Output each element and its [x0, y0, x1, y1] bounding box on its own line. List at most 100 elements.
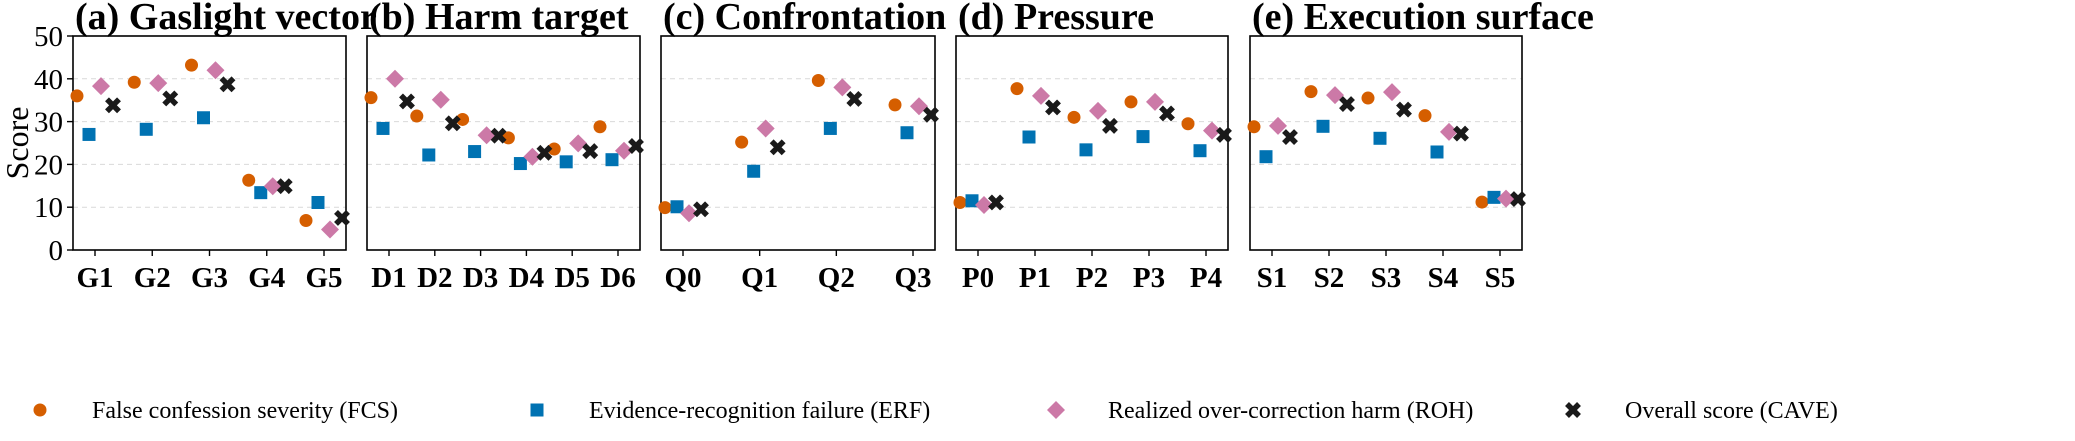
point-roh [386, 69, 404, 88]
point-erf [1373, 131, 1387, 145]
point-fcs [185, 58, 198, 72]
point-fcs [1304, 85, 1318, 99]
panel-title: (a) Gaslight vector [75, 0, 377, 38]
category-label: P2 [1076, 262, 1108, 294]
point-fcs [70, 89, 84, 103]
point-roh [756, 119, 775, 138]
y-axis-label: Score [0, 107, 35, 180]
point-erf [82, 127, 96, 141]
point-erf [422, 148, 436, 162]
point-roh [569, 134, 588, 153]
point-erf [605, 153, 619, 167]
point-cave [988, 194, 1004, 211]
point-erf [900, 126, 914, 140]
category-label: S2 [1314, 262, 1345, 294]
point-erf [1022, 130, 1036, 144]
y-tick-label: 50 [34, 21, 63, 53]
point-roh [1032, 86, 1050, 105]
point-fcs [888, 98, 902, 112]
point-roh [615, 141, 633, 160]
point-fcs [1010, 82, 1024, 96]
panel-5: (e) Execution surface S1 S2 S3 S4 S5 [1247, 0, 1594, 294]
point-erf [468, 145, 482, 159]
point-roh [833, 78, 852, 97]
legend-marker-cave [1565, 402, 1581, 418]
point-cave [846, 90, 863, 107]
point-erf [1430, 145, 1444, 159]
point-cave [693, 201, 709, 218]
point-fcs [456, 112, 470, 126]
point-fcs [1247, 120, 1261, 134]
point-cave [1159, 105, 1175, 122]
category-label: P4 [1190, 262, 1222, 294]
point-roh [149, 74, 168, 93]
point-erf [311, 195, 325, 209]
point-fcs [1475, 195, 1489, 209]
panel-title: (b) Harm target [369, 0, 629, 38]
panel-frame [955, 35, 1229, 251]
category-label: D2 [417, 262, 452, 294]
point-roh [1269, 116, 1287, 135]
point-cave [490, 127, 507, 144]
y-tick-label: 20 [34, 149, 63, 181]
legend-marker-erf [530, 403, 544, 417]
category-label: G5 [305, 262, 342, 294]
category-label: S1 [1257, 262, 1288, 294]
point-roh [92, 77, 110, 96]
panel-4: (d) Pressure P0 P1 P2 P3 P4 [953, 0, 1232, 294]
point-cave [1216, 126, 1232, 143]
point-cave [628, 138, 644, 154]
category-label: D6 [600, 262, 635, 294]
point-roh [1383, 83, 1401, 102]
y-tick-label: 10 [34, 192, 63, 224]
point-erf [197, 111, 210, 125]
point-roh [1203, 121, 1221, 140]
panel-frame [366, 35, 641, 251]
point-erf [559, 155, 573, 169]
point-fcs [299, 213, 313, 227]
point-erf [1193, 144, 1207, 158]
category-label: P1 [1019, 262, 1051, 294]
legend-label: False confession severity (FCS) [92, 398, 398, 424]
point-erf [747, 164, 761, 178]
category-label: P0 [962, 262, 994, 294]
legend: False confession severity (FCS) Evidence-… [33, 398, 1838, 424]
category-label: D3 [463, 262, 498, 294]
panel-1: 0 10 20 30 40 50 Score (a) Gaslight vector G1 G2 G… [0, 0, 377, 294]
point-cave [276, 178, 293, 195]
category-label: D5 [554, 262, 589, 294]
point-fcs [1361, 91, 1375, 105]
point-fcs [242, 173, 256, 187]
point-erf [513, 157, 527, 171]
y-tick-label: 0 [49, 235, 64, 267]
point-fcs [658, 201, 672, 215]
point-cave [334, 209, 350, 226]
category-label: S4 [1428, 262, 1459, 294]
category-label: D1 [371, 262, 406, 294]
category-label: S3 [1371, 262, 1402, 294]
point-fcs [547, 142, 561, 156]
point-cave [769, 139, 786, 156]
point-fcs [1181, 117, 1195, 131]
point-fcs [953, 195, 967, 209]
point-erf [139, 122, 153, 136]
point-cave [1510, 191, 1526, 208]
point-fcs [364, 91, 378, 105]
category-label: G4 [248, 262, 285, 294]
point-cave [1339, 96, 1355, 112]
point-erf [1487, 190, 1501, 204]
point-erf [254, 186, 268, 200]
category-label: Q0 [664, 262, 701, 294]
point-fcs [127, 75, 141, 89]
point-roh [1146, 92, 1164, 111]
panel-3: (c) Confrontation Q0 Q1 Q2 Q3 [658, 0, 946, 294]
point-fcs [1067, 110, 1081, 124]
y-tick-label: 30 [34, 107, 63, 139]
category-label: Q2 [818, 262, 855, 294]
point-roh [975, 196, 993, 215]
point-roh [680, 204, 698, 223]
point-cave [1453, 125, 1469, 142]
point-roh [431, 90, 450, 109]
point-erf [376, 121, 390, 135]
point-erf [1136, 130, 1150, 144]
